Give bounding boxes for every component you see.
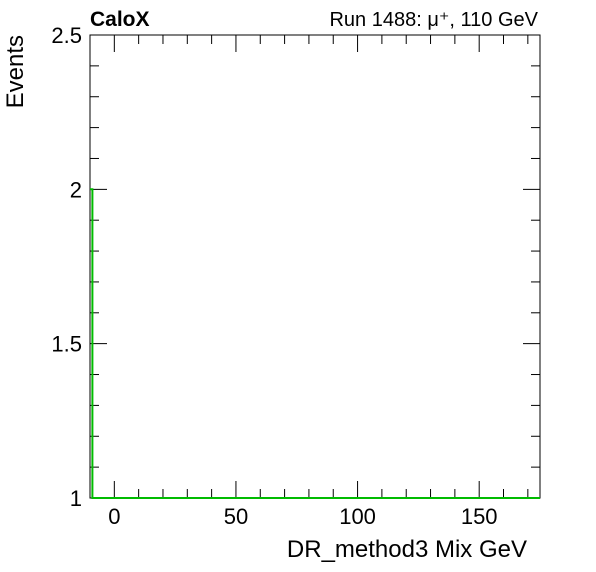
run-label: Run 1488: μ⁺, 110 GeV bbox=[329, 9, 538, 31]
y-tick-labels: 1 1.5 2 2.5 bbox=[51, 23, 82, 511]
x-tick-label: 0 bbox=[108, 504, 120, 529]
y-tick-label: 1.5 bbox=[51, 332, 82, 357]
x-axis-title: DR_method3 Mix GeV bbox=[287, 536, 527, 563]
plot-frame bbox=[89, 34, 541, 499]
y-tick-label: 2 bbox=[70, 177, 82, 202]
x-tick-label: 50 bbox=[224, 504, 248, 529]
x-tick-labels: 0 50 100 150 bbox=[108, 504, 497, 529]
experiment-label: CaloX bbox=[90, 8, 150, 31]
series-group bbox=[90, 188, 540, 499]
y-tick-label: 1 bbox=[70, 486, 82, 511]
y-tick-label: 2.5 bbox=[51, 23, 82, 48]
x-tick-label: 100 bbox=[339, 504, 376, 529]
series-line bbox=[90, 188, 540, 499]
x-tick-label: 150 bbox=[461, 504, 498, 529]
axis-ticks bbox=[89, 34, 540, 499]
y-axis-title: Events bbox=[2, 35, 29, 108]
